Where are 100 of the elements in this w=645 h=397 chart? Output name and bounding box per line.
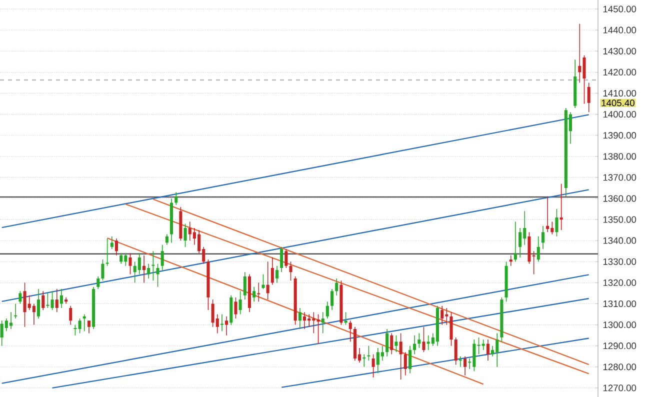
candlestick xyxy=(184,223,187,248)
candlestick xyxy=(243,272,246,300)
candlestick xyxy=(390,332,394,355)
candlestick xyxy=(587,82,590,113)
candlestick xyxy=(60,288,63,308)
candlestick xyxy=(50,290,54,310)
candlestick xyxy=(413,334,416,355)
candlestick xyxy=(270,257,274,286)
candlestick xyxy=(152,250,155,281)
candlestick xyxy=(380,345,384,361)
candlestick xyxy=(302,312,306,330)
y-tick-label: 1420.00 xyxy=(603,68,636,76)
candlestick xyxy=(252,286,256,302)
candlestick xyxy=(128,252,132,275)
y-tick-label: 1310.00 xyxy=(603,300,636,308)
candlestick xyxy=(514,221,517,262)
candlestick xyxy=(238,290,242,315)
y-tick-label: 1440.00 xyxy=(603,26,636,34)
candlestick xyxy=(348,320,352,342)
candlestick xyxy=(344,312,348,326)
candlestick xyxy=(418,332,421,348)
candlestick xyxy=(257,282,260,302)
candlestick xyxy=(160,244,164,270)
candlestick xyxy=(120,252,123,264)
candlestick xyxy=(174,192,178,206)
y-tick-label: 1410.00 xyxy=(603,90,636,97)
candlestick xyxy=(321,312,324,334)
candlestick xyxy=(404,352,407,376)
candlestick xyxy=(408,345,412,374)
candlestick xyxy=(289,261,292,281)
candlestick xyxy=(464,356,467,376)
y-tick-label: 1300.00 xyxy=(603,322,636,328)
candlestick xyxy=(532,250,536,275)
candlestick xyxy=(518,228,522,258)
y-tick-label: 1330.00 xyxy=(603,258,636,265)
candlestick xyxy=(450,312,453,346)
candlestick xyxy=(422,326,426,353)
candlestick xyxy=(386,328,389,357)
candlestick xyxy=(37,288,40,319)
candlestick xyxy=(234,297,238,319)
candlestick xyxy=(335,278,338,296)
candlestick xyxy=(280,246,284,273)
candlestick xyxy=(394,334,398,353)
candlestick xyxy=(440,305,444,326)
candlestick xyxy=(367,345,370,361)
candlestick xyxy=(147,263,150,279)
candlestick xyxy=(87,320,90,334)
y-tick-label: 1360.00 xyxy=(603,195,636,202)
y-tick-label: 1400.00 xyxy=(603,111,636,118)
candlestick xyxy=(560,183,563,230)
candlestick xyxy=(262,274,265,290)
candlestick xyxy=(536,236,540,262)
candlestick xyxy=(46,292,50,308)
candlestick xyxy=(96,276,100,290)
candlestick xyxy=(326,301,329,319)
candlestick xyxy=(14,303,18,319)
candlestick xyxy=(114,238,118,256)
y-tick-label: 1290.00 xyxy=(603,342,636,350)
y-tick-label: 1370.00 xyxy=(603,174,636,181)
candlestick xyxy=(165,234,168,246)
candlestick xyxy=(18,290,22,304)
y-tick-label: 1450.00 xyxy=(603,6,636,12)
candlestick xyxy=(362,354,366,368)
candlestick xyxy=(275,265,279,284)
y-tick-label: 1320.00 xyxy=(603,279,636,286)
candlestick xyxy=(298,308,302,330)
candlestick xyxy=(266,261,270,300)
candlestick xyxy=(482,339,485,350)
y-tick-label: 1350.00 xyxy=(603,216,636,223)
candlestick xyxy=(458,356,462,368)
candlestick xyxy=(454,337,458,366)
candlestick xyxy=(220,314,224,332)
candlestick xyxy=(225,316,228,336)
candlestick xyxy=(142,254,146,284)
candlestick xyxy=(32,303,36,326)
y-tick-label: 1390.00 xyxy=(603,132,636,139)
candlestick xyxy=(555,208,558,237)
candlestick xyxy=(106,238,109,266)
candlestick xyxy=(546,196,550,233)
candlestick xyxy=(101,259,104,281)
y-tick-label: 1270.00 xyxy=(603,384,636,392)
candlestick xyxy=(42,290,45,310)
candlestick xyxy=(284,248,288,268)
candlestick xyxy=(69,305,72,326)
y-tick-label: 1280.00 xyxy=(603,364,636,370)
candlestick xyxy=(486,339,490,361)
candlestick xyxy=(509,254,512,266)
y-tick-label: 1380.00 xyxy=(603,153,636,160)
candlestick xyxy=(541,225,544,250)
candlestick xyxy=(138,252,141,275)
y-tick-label: 1340.00 xyxy=(603,237,636,244)
candlestick xyxy=(74,324,77,336)
candlestick xyxy=(82,314,86,332)
candlestick xyxy=(372,354,375,378)
candlestick xyxy=(156,263,160,288)
candlestick xyxy=(399,332,402,380)
candlestick xyxy=(330,288,334,310)
candlestick xyxy=(78,318,82,334)
candlestick xyxy=(316,314,320,344)
candlestick xyxy=(110,236,114,250)
